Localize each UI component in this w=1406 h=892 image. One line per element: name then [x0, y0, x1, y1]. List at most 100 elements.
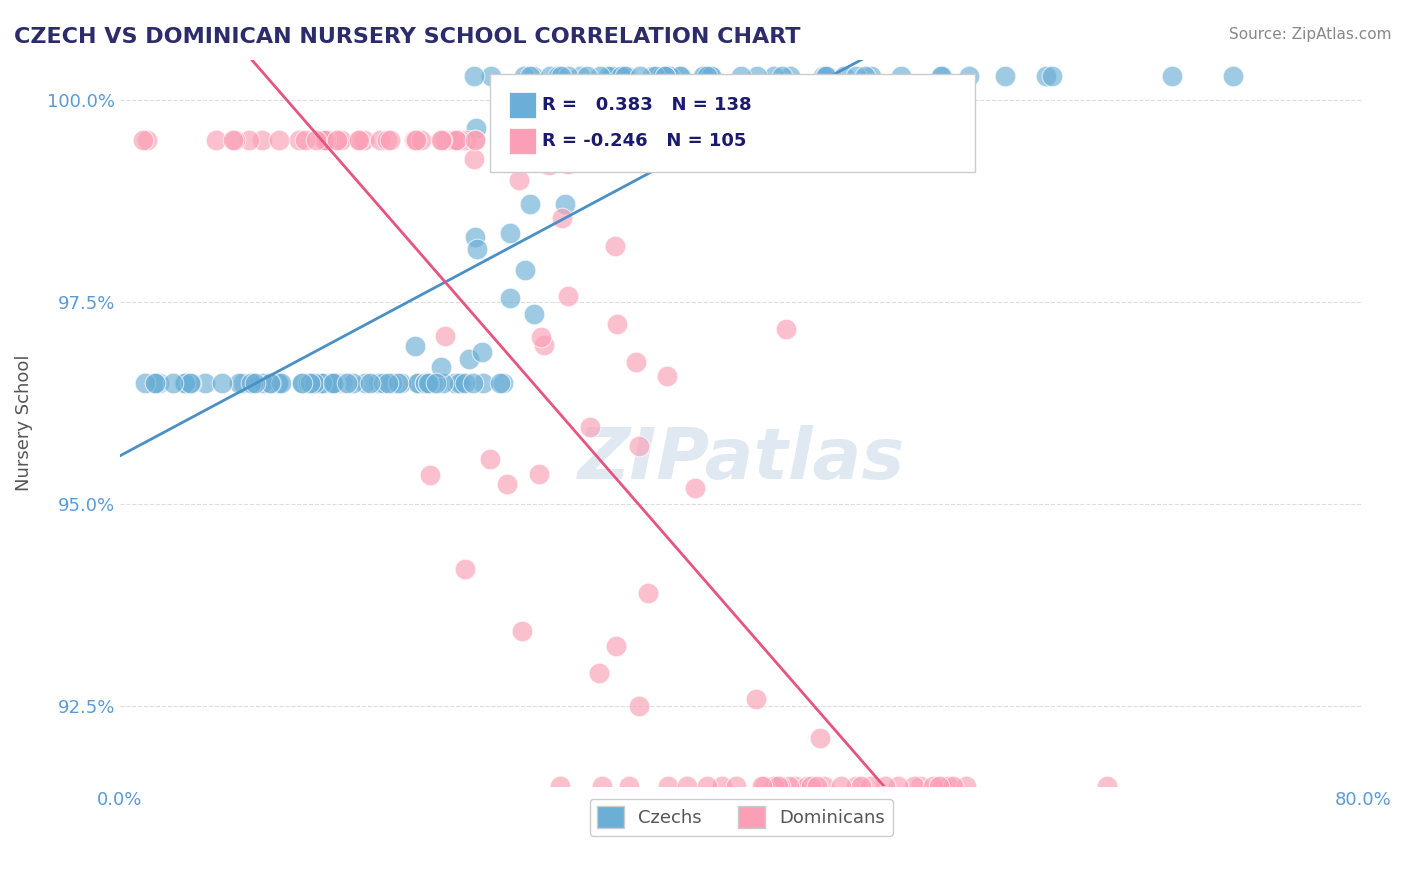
Point [628, 69, 651, 83]
Point [845, 780, 868, 794]
Point [522, 69, 544, 83]
Point [330, 376, 353, 390]
Point [657, 780, 679, 794]
Point [238, 133, 260, 147]
Point [173, 376, 195, 390]
Point [347, 133, 370, 147]
Point [617, 780, 640, 794]
Point [294, 133, 316, 147]
Point [931, 780, 953, 794]
Point [515, 263, 537, 277]
Point [796, 780, 818, 794]
Point [457, 351, 479, 366]
Point [628, 439, 651, 453]
Point [644, 69, 666, 83]
Point [624, 354, 647, 368]
Point [389, 376, 412, 390]
Point [955, 780, 977, 794]
Point [323, 376, 346, 390]
Point [418, 376, 440, 390]
Point [194, 376, 217, 390]
Point [318, 133, 340, 147]
Point [763, 69, 786, 83]
Point [530, 330, 553, 344]
Point [613, 69, 636, 83]
Point [659, 69, 682, 83]
Point [814, 69, 837, 83]
Point [308, 376, 330, 390]
Point [359, 376, 381, 390]
Point [588, 69, 610, 83]
Point [745, 691, 768, 706]
Text: Source: ZipAtlas.com: Source: ZipAtlas.com [1229, 27, 1392, 42]
Point [538, 158, 561, 172]
Point [179, 376, 201, 390]
Point [323, 376, 346, 390]
Point [775, 321, 797, 335]
Point [568, 69, 591, 83]
Point [1035, 69, 1057, 83]
Point [669, 69, 692, 83]
Point [845, 69, 868, 83]
Point [454, 562, 477, 576]
Point [957, 69, 980, 83]
Point [754, 780, 776, 794]
Point [641, 69, 664, 83]
Point [471, 376, 494, 390]
Point [499, 292, 522, 306]
Point [449, 133, 471, 147]
Point [766, 780, 789, 794]
Point [557, 69, 579, 83]
Point [778, 780, 800, 794]
Point [375, 133, 398, 147]
Point [411, 133, 433, 147]
Point [496, 148, 519, 162]
Point [492, 376, 515, 390]
Point [853, 69, 876, 83]
Point [465, 121, 488, 136]
Point [380, 133, 402, 147]
Point [342, 376, 364, 390]
Point [461, 376, 484, 390]
Point [454, 376, 477, 390]
Text: CZECH VS DOMINICAN NURSERY SCHOOL CORRELATION CHART: CZECH VS DOMINICAN NURSERY SCHOOL CORREL… [14, 27, 800, 46]
Point [353, 133, 375, 147]
Point [444, 133, 467, 147]
Point [240, 376, 263, 390]
Point [550, 780, 572, 794]
Point [658, 69, 681, 83]
Point [322, 376, 344, 390]
Point [325, 133, 347, 147]
Point [269, 133, 291, 147]
Point [305, 133, 328, 147]
Point [316, 133, 339, 147]
Point [430, 133, 453, 147]
Point [519, 197, 541, 211]
Point [859, 69, 882, 83]
Point [322, 376, 344, 390]
Point [368, 133, 391, 147]
Point [464, 133, 486, 147]
Point [429, 359, 451, 374]
Point [302, 376, 325, 390]
Point [173, 376, 195, 390]
Point [326, 376, 349, 390]
Point [1222, 69, 1244, 83]
Point [415, 376, 437, 390]
Point [628, 699, 651, 714]
Point [815, 69, 838, 83]
Point [671, 69, 693, 83]
Point [291, 376, 314, 390]
Point [903, 780, 925, 794]
Point [145, 376, 167, 390]
Point [1095, 780, 1118, 794]
Point [464, 230, 486, 244]
Point [465, 242, 488, 256]
Text: R = -0.246   N = 105: R = -0.246 N = 105 [543, 132, 747, 150]
Point [693, 69, 716, 83]
Point [600, 69, 623, 83]
Point [162, 376, 184, 390]
Point [446, 133, 468, 147]
Point [354, 376, 377, 390]
Point [769, 780, 792, 794]
